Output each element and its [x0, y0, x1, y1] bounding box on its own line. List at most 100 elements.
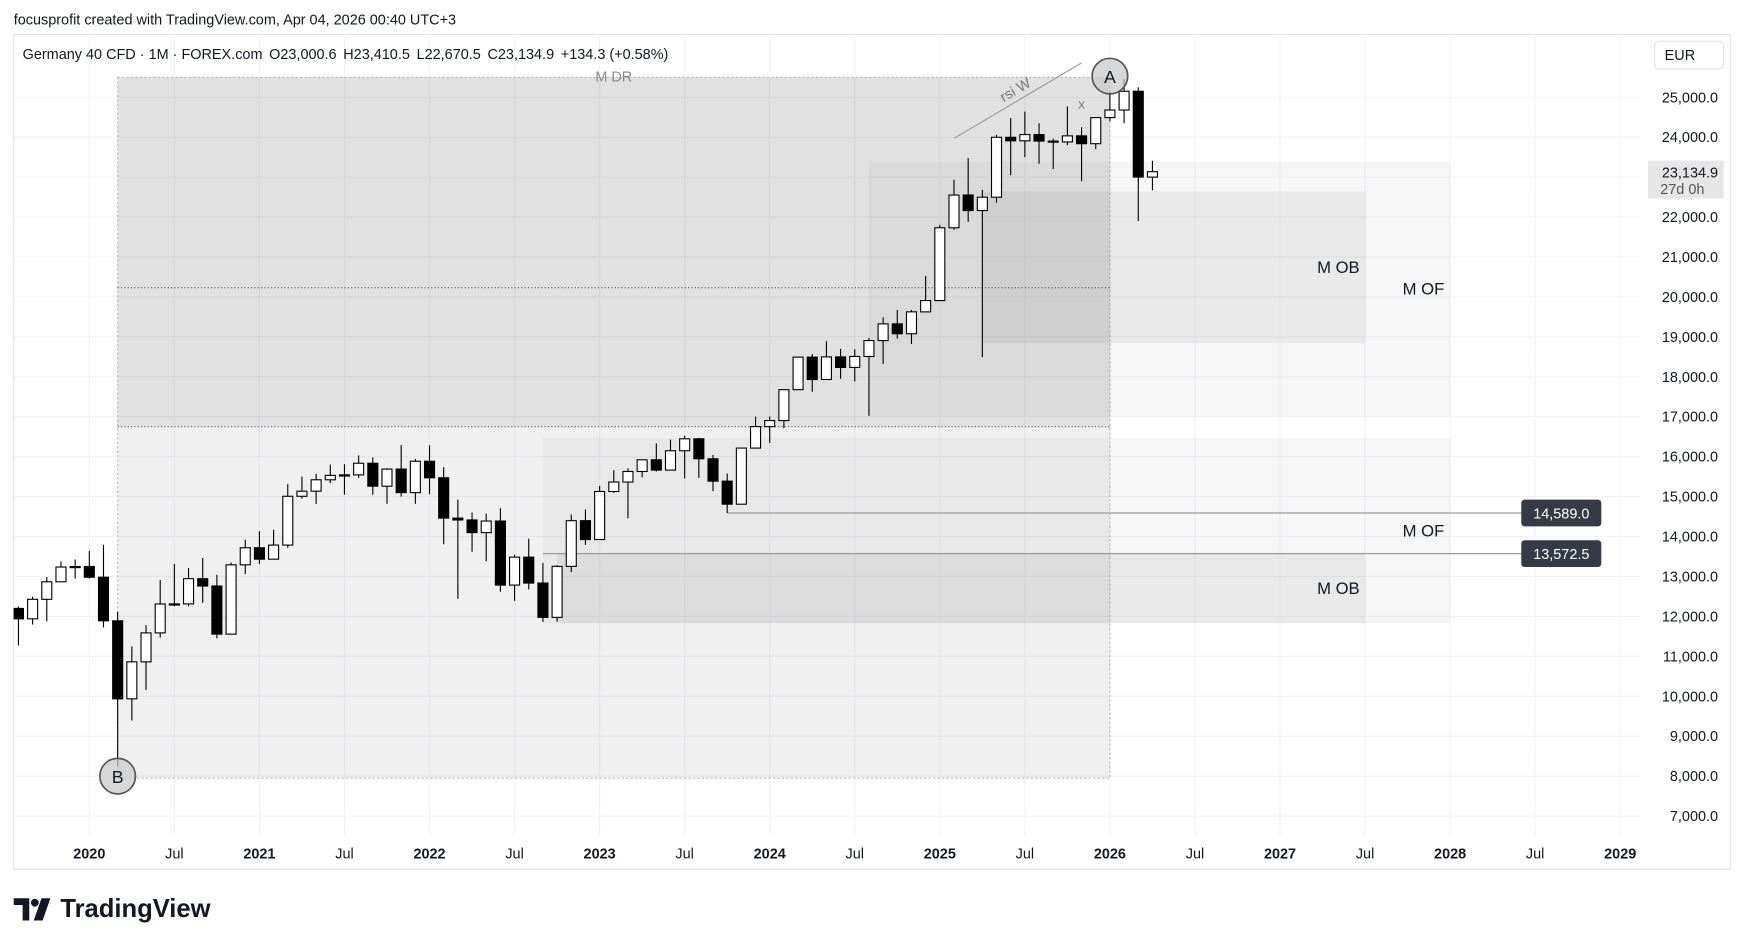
- candle-body: [466, 519, 478, 534]
- candle-body: [905, 311, 918, 335]
- candle-body: [849, 355, 861, 368]
- candle-body: [877, 323, 889, 342]
- candle-body: [69, 565, 81, 569]
- legend: Germany 40 CFD · 1M · FOREX.com O23,000.6…: [23, 47, 669, 63]
- candle-body: [679, 438, 691, 452]
- candle-body: [225, 564, 237, 635]
- currency[interactable]: EUR: [1665, 48, 1695, 64]
- candle-body: [1047, 140, 1059, 143]
- candle-body: [253, 547, 265, 560]
- x-tick-label: 2021: [243, 846, 275, 862]
- level-tag: [1521, 499, 1602, 527]
- level-label: 14,589.0: [1533, 507, 1589, 523]
- candle-body: [211, 585, 223, 635]
- last-price: 23,134.9: [1662, 165, 1718, 181]
- y-tick-label: 19,000.0: [1662, 330, 1718, 346]
- candle-body: [934, 227, 946, 302]
- level-label: 13,572.5: [1533, 547, 1589, 563]
- x-tick-label: Jul: [1016, 846, 1034, 862]
- candle-body: [1146, 171, 1159, 178]
- candle-body: [693, 438, 705, 460]
- zone: [982, 191, 1366, 344]
- countdown: 27d 0h: [1660, 182, 1704, 198]
- candle-body: [438, 477, 450, 519]
- caption: focusprofit created with TradingView.com…: [14, 12, 456, 28]
- candle-body: [636, 459, 648, 473]
- zone: [117, 76, 1111, 779]
- candle-body: [749, 426, 762, 449]
- candle-body: [608, 481, 620, 493]
- marker-label: B: [112, 767, 124, 787]
- candle-body: [962, 194, 974, 212]
- x-tick-label: 2024: [754, 846, 786, 862]
- candle-body: [97, 576, 110, 622]
- candle-body: [126, 661, 138, 700]
- zone: [557, 553, 1366, 624]
- candle-body: [296, 490, 308, 497]
- symbol: Germany 40 CFD · 1M · FOREX.com: [23, 47, 263, 63]
- currency-box[interactable]: [1654, 40, 1725, 70]
- candle-body: [423, 460, 436, 479]
- y-tick-label: 20,000.0: [1662, 290, 1718, 306]
- candle-body: [239, 547, 251, 566]
- candle-body: [1118, 90, 1130, 111]
- candle-body: [565, 520, 577, 567]
- logo-mark: [33, 898, 51, 921]
- candle-body: [282, 495, 294, 546]
- candle-body: [835, 356, 847, 368]
- x-tick-label: Jul: [1526, 846, 1544, 862]
- candle-body: [367, 462, 379, 487]
- overlay: 7,000.0 8,000.0 9,000.0 10,000.0 11,000.0 12,…: [73, 57, 1724, 862]
- candle-body: [509, 556, 521, 586]
- y-tick-label: 15,000.0: [1662, 490, 1718, 506]
- candle-body: [551, 565, 563, 618]
- candle-body: [1132, 90, 1144, 178]
- chart-frame: [13, 33, 1731, 870]
- y-tick-label: 16,000.0: [1662, 450, 1718, 466]
- x-tick-label: Jul: [335, 846, 353, 862]
- candle-body: [778, 389, 790, 422]
- x-tick-label: 2028: [1434, 846, 1466, 862]
- candle-body: [197, 578, 209, 587]
- candle-body: [154, 603, 166, 634]
- zone: [542, 438, 1451, 624]
- zone-label: M OF: [1403, 521, 1445, 540]
- candle-body: [948, 194, 960, 229]
- candle-body: [27, 598, 39, 620]
- candle-body: [140, 632, 152, 663]
- brand: TradingView: [60, 895, 210, 923]
- candle-body: [182, 578, 195, 605]
- zone-label: M DR: [595, 70, 632, 86]
- legend-close: C23,134.9: [487, 47, 554, 63]
- candle-body: [310, 479, 322, 492]
- candle-body: [650, 459, 662, 471]
- y-tick-label: 9,000.0: [1670, 729, 1718, 745]
- candle-body: [168, 603, 180, 606]
- x-tick-label: Jul: [165, 846, 183, 862]
- marker: [1091, 57, 1129, 95]
- candle-body: [324, 474, 336, 481]
- y-tick-label: 18,000.0: [1662, 370, 1718, 386]
- x-tick-label: Jul: [675, 846, 693, 862]
- candle-body: [268, 544, 280, 560]
- logo-mark: [13, 898, 30, 921]
- x-tick-label: 2022: [413, 846, 445, 862]
- zone-label: M OB: [1317, 258, 1360, 277]
- candle-body: [920, 300, 932, 313]
- candle-body: [480, 520, 492, 534]
- candle-body: [112, 620, 124, 700]
- y-tick-label: 10,000.0: [1662, 689, 1718, 705]
- candle-body: [579, 520, 592, 541]
- legend-open: O23,000.6: [269, 47, 336, 63]
- trend-line: [953, 62, 1082, 139]
- candle-body: [494, 520, 506, 586]
- candle-body: [764, 420, 776, 428]
- marker-label: A: [1104, 67, 1116, 87]
- candle-body: [976, 196, 988, 212]
- candle-body: [353, 462, 365, 476]
- candle-body: [863, 340, 875, 358]
- x-tick-label: 2023: [584, 846, 616, 862]
